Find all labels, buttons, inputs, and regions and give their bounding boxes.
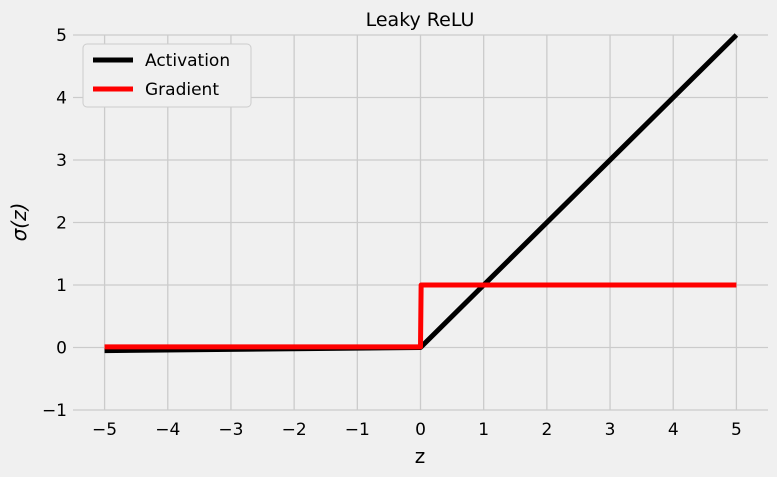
x-tick-label: 0 bbox=[415, 420, 426, 440]
x-tick-label: 3 bbox=[605, 420, 616, 440]
y-tick-label: 5 bbox=[56, 26, 67, 46]
legend-label-activation: Activation bbox=[145, 51, 230, 71]
y-axis-label: σ(z) bbox=[7, 203, 31, 242]
tick-layer: −5 −4 −3 −2 −1 0 1 2 3 4 5 −1 0 1 2 3 4 5 bbox=[42, 26, 742, 440]
x-tick-label: 4 bbox=[668, 420, 679, 440]
y-tick-label: 1 bbox=[56, 276, 67, 296]
y-tick-label: −1 bbox=[42, 401, 67, 421]
x-tick-label: −3 bbox=[218, 420, 243, 440]
legend-label-gradient: Gradient bbox=[145, 80, 219, 100]
x-axis-label: z bbox=[415, 444, 426, 468]
y-tick-label: 3 bbox=[56, 151, 67, 171]
chart-title: Leaky ReLU bbox=[366, 9, 475, 31]
x-tick-label: 2 bbox=[541, 420, 552, 440]
y-tick-label: 0 bbox=[56, 339, 67, 359]
x-tick-label: 1 bbox=[478, 420, 489, 440]
x-tick-label: 5 bbox=[731, 420, 742, 440]
x-tick-label: −1 bbox=[345, 420, 370, 440]
y-tick-label: 4 bbox=[56, 89, 67, 109]
y-tick-label: 2 bbox=[56, 214, 67, 234]
series-line-gradient bbox=[104, 282, 737, 350]
series-layer bbox=[104, 33, 739, 354]
x-tick-label: −2 bbox=[282, 420, 307, 440]
legend: Activation Gradient bbox=[82, 43, 252, 108]
x-tick-label: −4 bbox=[155, 420, 180, 440]
x-tick-label: −5 bbox=[92, 420, 117, 440]
